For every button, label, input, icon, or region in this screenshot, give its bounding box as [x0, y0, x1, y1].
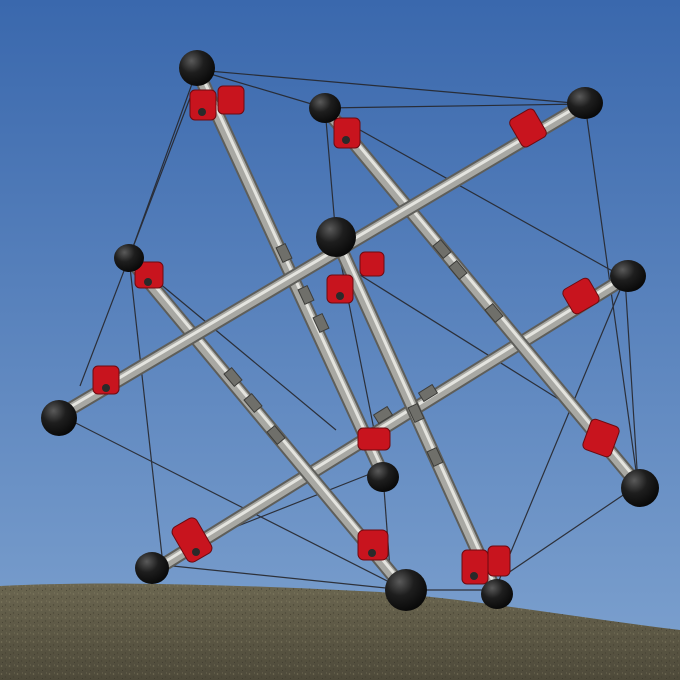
motor-details [102, 108, 478, 580]
rod-clamps [223, 238, 504, 468]
end-caps [41, 50, 659, 611]
rod-f [53, 97, 592, 422]
rod-d [318, 101, 645, 492]
hill-ground [0, 583, 680, 680]
rod-a [156, 271, 632, 572]
motor-housings [92, 85, 620, 585]
